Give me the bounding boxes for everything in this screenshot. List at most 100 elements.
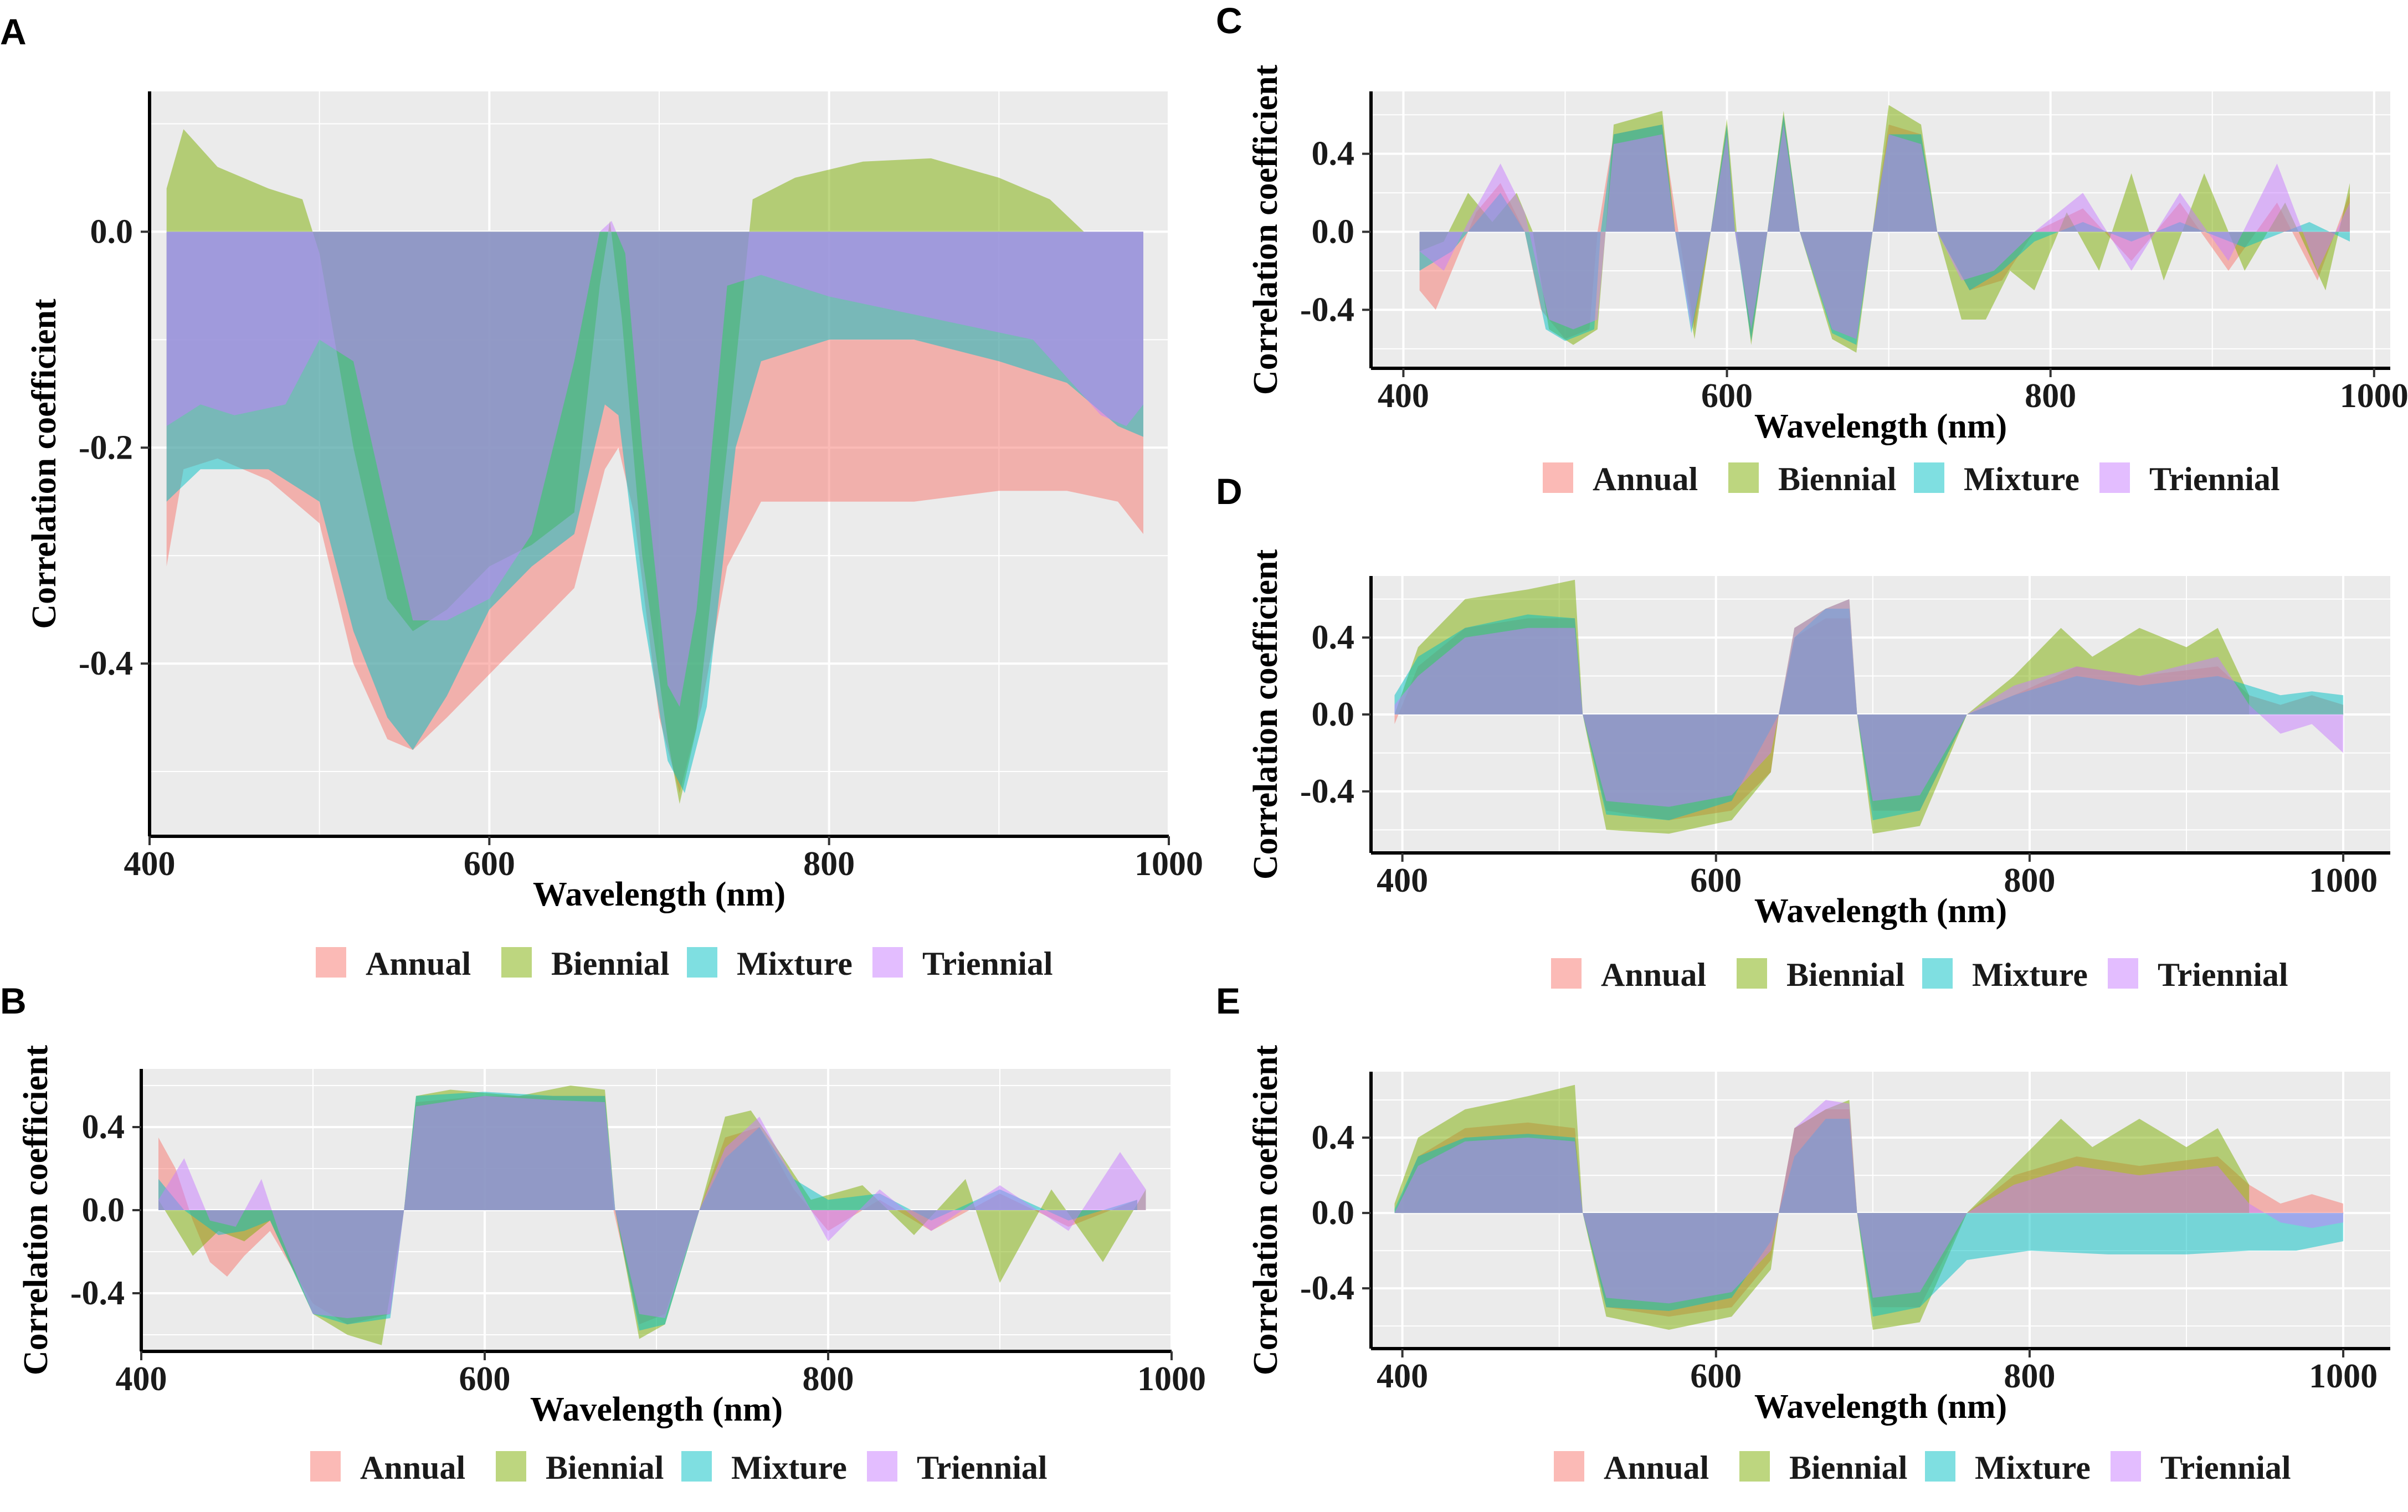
x-tick-label-e-800: 800 (2004, 1357, 2055, 1395)
x-axis-title-d: Wavelength (nm) (1754, 892, 2007, 930)
legend-item-mixture-c: Mixture (1914, 461, 2080, 497)
area-triennial-c (1419, 124, 2350, 340)
panel-letter-d: D (1216, 471, 1242, 512)
chart-panel-e: 400 600 800 1000 0.4 0.0 -0.4 Wavelength (nm) Co… (1247, 1045, 2390, 1486)
legend-swatch-triennial-e (2111, 1451, 2141, 1482)
area-triennial-d (1394, 599, 2344, 807)
legend-item-biennial-b: Biennial (496, 1449, 664, 1486)
area-triennial-b (158, 1096, 1146, 1318)
legend-swatch-annual-c (1543, 462, 1573, 493)
area-triennial-a (166, 220, 1144, 707)
x-tick-label-b-1000: 1000 (1137, 1360, 1206, 1398)
legend-item-biennial-e: Biennial (1739, 1449, 1907, 1486)
y-axis-title-a: Correlation coefficient (25, 299, 63, 629)
x-tick-label-a-1000: 1000 (1134, 845, 1203, 883)
legend-label-biennial-e: Biennial (1789, 1449, 1907, 1486)
charts-layer: 400 600 800 1000 0.0 -0.2 -0.4 Wavelength (nm) C… (17, 65, 2408, 1486)
panel-letter-b: B (0, 980, 27, 1021)
y-tick-label-b--0.4: -0.4 (70, 1274, 125, 1312)
x-tick-label-e-400: 400 (1377, 1357, 1428, 1395)
panel-letter-e: E (1216, 980, 1240, 1021)
x-tick-label-c-800: 800 (2025, 377, 2076, 415)
legend-label-annual-a: Annual (366, 945, 471, 982)
legend-swatch-annual-b (310, 1451, 341, 1482)
panel-letter-c: C (1216, 0, 1242, 41)
y-tick-label-d--0.4: -0.4 (1300, 773, 1354, 810)
x-axis-title-e: Wavelength (nm) (1754, 1388, 2007, 1426)
legend-label-triennial-d: Triennial (2158, 956, 2288, 993)
legend-swatch-triennial-c (2099, 462, 2130, 493)
legend-label-biennial-b: Biennial (546, 1449, 664, 1486)
x-tick-label-a-600: 600 (464, 845, 515, 883)
legend-item-annual-a: Annual (316, 945, 471, 982)
legend-label-biennial-d: Biennial (1786, 956, 1904, 993)
legend-label-triennial-a: Triennial (922, 945, 1053, 982)
x-axis-title-c: Wavelength (nm) (1754, 408, 2007, 445)
legend-label-biennial-c: Biennial (1778, 461, 1896, 497)
x-tick-label-d-400: 400 (1377, 862, 1428, 899)
legend-item-annual-c: Annual (1543, 461, 1698, 497)
x-tick-label-b-600: 600 (459, 1360, 511, 1398)
x-tick-label-b-800: 800 (803, 1360, 854, 1398)
chart-panel-d: 400 600 800 1000 0.4 0.0 -0.4 Wavelength (nm) Co… (1247, 549, 2390, 993)
legend-item-biennial-a: Biennial (501, 945, 669, 982)
legend-item-triennial-e: Triennial (2111, 1449, 2291, 1486)
legend-label-mixture-c: Mixture (1964, 461, 2080, 497)
legend-item-annual-b: Annual (310, 1449, 465, 1486)
legend-swatch-biennial-a (501, 947, 532, 978)
legend-label-annual-d: Annual (1601, 956, 1706, 993)
legend-label-triennial-c: Triennial (2149, 461, 2280, 497)
legend-label-mixture-e: Mixture (1975, 1449, 2091, 1486)
y-tick-label-b-0: 0.0 (82, 1191, 125, 1229)
legend-swatch-triennial-a (872, 947, 903, 978)
x-tick-label-e-1000: 1000 (2309, 1357, 2378, 1395)
x-tick-label-c-400: 400 (1378, 377, 1429, 415)
y-tick-label-a--0.4: -0.4 (79, 645, 133, 682)
legend-label-triennial-b: Triennial (917, 1449, 1048, 1486)
y-tick-label-e--0.4: -0.4 (1300, 1269, 1354, 1307)
legend-item-mixture-b: Mixture (681, 1449, 847, 1486)
y-tick-label-d-0: 0.0 (1312, 696, 1355, 733)
legend-item-biennial-c: Biennial (1728, 461, 1896, 497)
x-axis-title-a: Wavelength (nm) (533, 876, 785, 913)
legend-swatch-mixture-a (687, 947, 717, 978)
legend-label-annual-c: Annual (1593, 461, 1698, 497)
legend-label-annual-e: Annual (1604, 1449, 1709, 1486)
chart-panel-c: 400 600 800 1000 0.4 0.0 -0.4 Wavelength (nm) Co… (1247, 65, 2408, 497)
y-axis-title-d: Correlation coefficient (1247, 549, 1285, 880)
y-tick-label-a-0: 0.0 (90, 213, 134, 250)
y-axis-title-b: Correlation coefficient (17, 1045, 55, 1376)
y-tick-label-e-0.4: 0.4 (1312, 1119, 1355, 1156)
x-tick-label-c-1000: 1000 (2340, 377, 2408, 415)
x-tick-label-d-600: 600 (1690, 862, 1742, 899)
legend-label-mixture-d: Mixture (1972, 956, 2088, 993)
area-triennial-e (1394, 1100, 2344, 1304)
legend-swatch-mixture-d (1922, 958, 1953, 989)
legend-swatch-triennial-b (867, 1451, 897, 1482)
y-axis-title-e: Correlation coefficient (1247, 1045, 1285, 1376)
y-tick-label-c-0.4: 0.4 (1312, 135, 1355, 173)
legend-swatch-mixture-c (1914, 462, 1944, 493)
x-tick-label-a-800: 800 (803, 845, 855, 883)
y-tick-label-e-0: 0.0 (1312, 1194, 1355, 1232)
x-axis-title-b: Wavelength (nm) (530, 1391, 783, 1428)
x-tick-label-b-400: 400 (116, 1360, 167, 1398)
legend-swatch-annual-e (1554, 1451, 1584, 1482)
legend-swatch-annual-a (316, 947, 346, 978)
chart-panel-a: 400 600 800 1000 0.0 -0.2 -0.4 Wavelength (nm) C… (25, 91, 1203, 982)
legend-item-mixture-a: Mixture (687, 945, 853, 982)
y-tick-label-d-0.4: 0.4 (1312, 619, 1355, 656)
panel-letter-a: A (0, 11, 27, 52)
legend-label-mixture-a: Mixture (737, 945, 853, 982)
legend-swatch-biennial-c (1728, 462, 1759, 493)
legend-item-mixture-d: Mixture (1922, 956, 2088, 993)
y-tick-label-a--0.2: -0.2 (79, 429, 133, 466)
legend-item-triennial-c: Triennial (2099, 461, 2280, 497)
y-tick-label-b-0.4: 0.4 (82, 1108, 125, 1146)
chart-panel-b: 400 600 800 1000 0.4 0.0 -0.4 Wavelength (nm) Co… (17, 1045, 1206, 1486)
legend-swatch-biennial-e (1739, 1451, 1770, 1482)
y-axis-title-c: Correlation coefficient (1247, 65, 1285, 395)
legend-label-annual-b: Annual (360, 1449, 465, 1486)
legend-swatch-biennial-b (496, 1451, 526, 1482)
